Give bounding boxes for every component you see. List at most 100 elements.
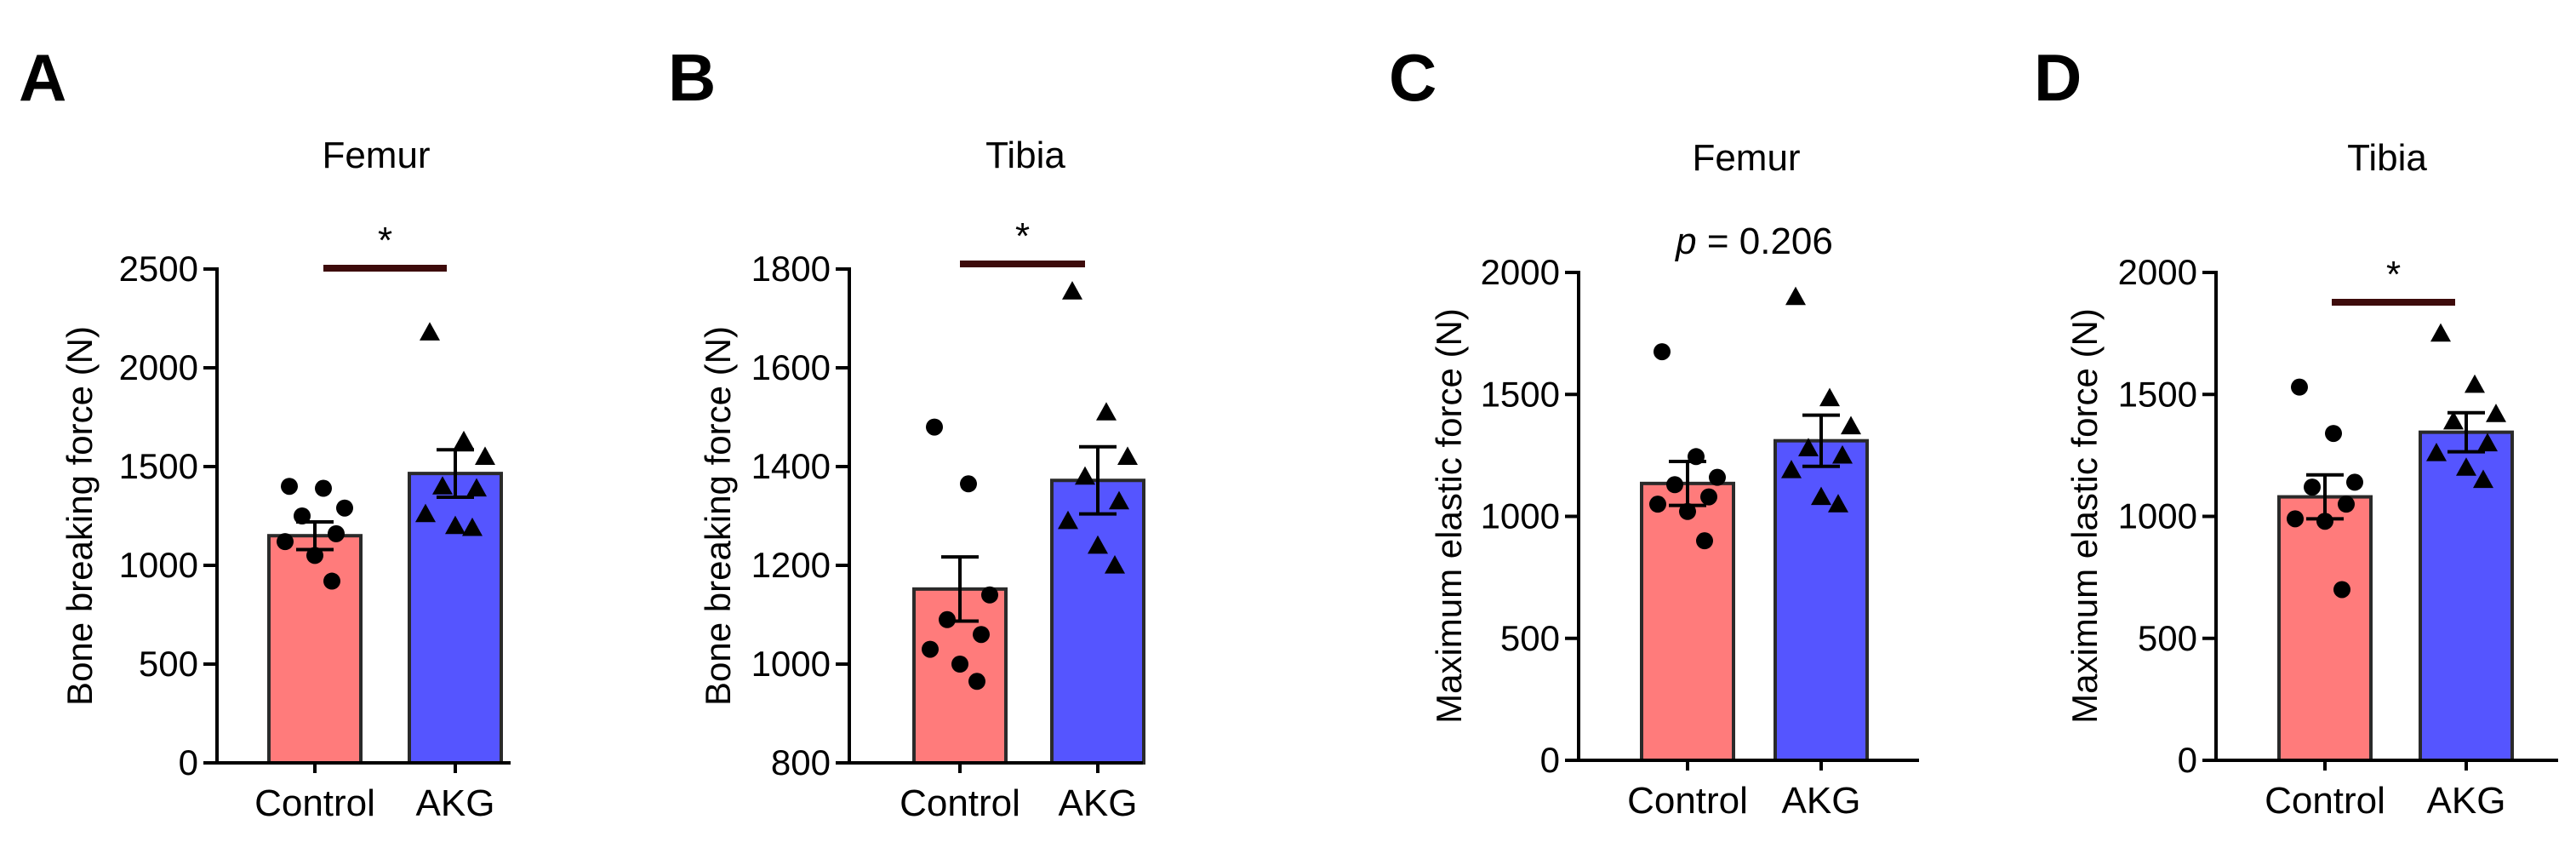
p-value-annotation: p = 0.206 [1674, 221, 1833, 262]
data-point-control [281, 478, 298, 496]
y-tick-label: 1800 [751, 249, 831, 289]
chart-title: Tibia [2347, 137, 2427, 179]
panel-letter: D [2034, 40, 2082, 115]
data-point-control [323, 572, 340, 590]
data-point-control [2291, 378, 2308, 396]
data-point-akg [1075, 466, 1095, 485]
y-tick-label: 1200 [751, 545, 831, 585]
y-axis-label: Maximum elastic force (N) [1429, 308, 1469, 724]
y-tick-label: 1500 [119, 446, 198, 486]
data-point-akg [1832, 444, 1853, 464]
data-point-control [294, 507, 311, 524]
data-point-akg [1781, 460, 1802, 478]
y-tick-label: 1500 [2118, 374, 2197, 414]
data-point-akg [1062, 281, 1082, 300]
y-tick-label: 2000 [2118, 252, 2197, 292]
y-tick-label: 800 [771, 742, 831, 782]
data-point-control [939, 610, 956, 628]
data-point-akg [466, 478, 487, 497]
data-point-control [2304, 478, 2321, 496]
y-tick-label: 1000 [751, 644, 831, 684]
data-point-akg [1841, 415, 1861, 435]
y-tick-label: 0 [2178, 740, 2197, 780]
data-point-akg [2456, 457, 2476, 476]
data-point-control [1666, 476, 1683, 494]
data-point-control [960, 475, 977, 493]
x-tick-label: AKG [1782, 780, 1861, 822]
data-point-akg [454, 430, 474, 450]
x-tick-label: Control [254, 782, 375, 824]
data-point-akg [1088, 535, 1108, 554]
data-point-akg [1105, 555, 1125, 574]
y-axis-label: Maximum elastic force (N) [2065, 308, 2105, 724]
data-point-akg [1109, 490, 1129, 510]
data-point-akg [2477, 433, 2498, 452]
data-point-akg [2426, 443, 2447, 461]
y-tick-label: 1000 [1481, 496, 1560, 536]
panel-C: C Femur Maximum elastic force (N) Control AK… [1389, 40, 1919, 822]
chart-title: Femur [322, 135, 430, 176]
data-point-control [981, 586, 998, 604]
data-point-akg [475, 446, 495, 465]
data-point-control [1654, 343, 1671, 361]
x-tick-label: AKG [416, 782, 495, 824]
data-point-control [2346, 473, 2363, 491]
panel-letter: C [1389, 40, 1437, 115]
data-point-control [336, 499, 353, 517]
y-tick-label: 1600 [751, 347, 831, 387]
data-point-akg [445, 515, 466, 535]
data-point-akg [1117, 446, 1138, 465]
data-point-control [306, 547, 323, 564]
panel-letter: A [19, 40, 66, 115]
y-axis-label: Bone breaking force (N) [698, 326, 738, 706]
y-tick-label: 1400 [751, 446, 831, 486]
data-point-akg [1828, 494, 1848, 513]
data-point-akg [2430, 323, 2451, 342]
panel-D: D Tibia Maximum elastic force (N) Control AK… [2034, 40, 2558, 822]
data-point-akg [2473, 469, 2493, 489]
y-tick-label: 0 [1540, 740, 1560, 780]
data-point-akg [1058, 510, 1078, 530]
data-point-control [315, 479, 332, 497]
data-point-akg [1811, 486, 1831, 506]
panel-A: A Femur Bone breaking force (N) Control AKG 0… [19, 40, 511, 824]
y-tick-label: 500 [1500, 618, 1560, 658]
data-point-control [2338, 496, 2355, 513]
y-tick-label: 500 [2138, 618, 2197, 658]
data-point-control [968, 673, 985, 690]
data-point-akg [420, 322, 440, 341]
data-point-control [2287, 510, 2304, 528]
y-tick-label: 500 [139, 644, 198, 684]
data-point-akg [2486, 404, 2506, 422]
bar-akg [2419, 430, 2514, 762]
y-tick-label: 2500 [119, 249, 198, 289]
x-tick-label: Control [900, 782, 1020, 824]
data-point-control [926, 418, 943, 436]
data-point-control [2316, 513, 2333, 530]
data-point-akg [415, 503, 436, 523]
significance-star: * [378, 220, 392, 261]
data-point-control [1688, 448, 1705, 466]
significance-star: * [1015, 215, 1030, 257]
data-point-akg [432, 476, 453, 495]
data-point-akg [2465, 374, 2485, 393]
y-tick-label: 1000 [2118, 496, 2197, 536]
y-tick-label: 1000 [119, 545, 198, 585]
data-point-control [1649, 496, 1666, 513]
data-point-akg [1096, 402, 1117, 421]
y-tick-label: 1500 [1481, 374, 1560, 414]
data-point-akg [1785, 286, 1806, 306]
data-point-akg [2443, 410, 2464, 430]
y-tick-label: 2000 [119, 347, 198, 387]
p-value-symbol: p [1674, 221, 1696, 262]
data-point-akg [1798, 438, 1819, 456]
data-point-control [277, 533, 294, 551]
x-tick-label: Control [1627, 780, 1748, 822]
y-tick-label: 0 [179, 742, 198, 782]
data-point-control [1709, 468, 1726, 486]
data-point-control [2333, 581, 2350, 599]
chart-title: Femur [1692, 137, 1800, 179]
x-tick-label: Control [2265, 780, 2385, 822]
data-point-control [328, 524, 345, 542]
